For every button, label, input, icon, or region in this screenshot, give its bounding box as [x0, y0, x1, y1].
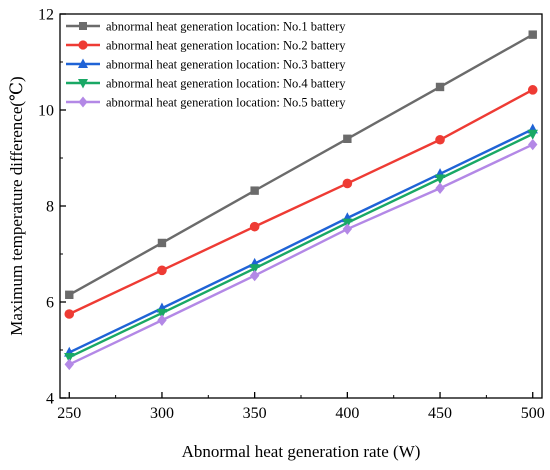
legend-item-1: abnormal heat generation location: No.1 …	[66, 20, 346, 34]
series-2	[64, 85, 538, 319]
legend-label: abnormal heat generation location: No.2 …	[106, 39, 346, 53]
data-point	[249, 269, 260, 282]
data-point	[342, 178, 353, 189]
data-point	[342, 223, 353, 235]
data-point	[157, 314, 167, 326]
series-layer	[64, 30, 538, 371]
legend-marker	[78, 40, 88, 50]
x-tick-label: 450	[428, 405, 452, 422]
data-point	[65, 290, 74, 299]
legend-marker	[78, 96, 88, 108]
data-point	[157, 238, 167, 248]
legend-label: abnormal heat generation location: No.1 …	[106, 20, 346, 34]
y-tick-label: 4	[46, 391, 54, 408]
data-point	[527, 85, 538, 95]
series-5	[64, 138, 538, 371]
legend-label: abnormal heat generation location: No.3 …	[106, 58, 346, 72]
data-point	[343, 134, 352, 143]
x-tick-label: 350	[243, 405, 267, 422]
x-tick-label: 400	[335, 405, 359, 422]
data-point	[250, 186, 259, 195]
x-tick-label: 500	[521, 405, 545, 422]
series-line	[68, 143, 534, 366]
series-line	[68, 128, 534, 354]
data-point	[64, 309, 75, 319]
y-tick-label: 8	[46, 199, 54, 216]
series-1	[65, 30, 537, 299]
y-axis-title: Maximum temperature difference(℃)	[7, 76, 26, 335]
legend-marker	[79, 22, 87, 30]
data-point	[434, 174, 446, 185]
data-point	[528, 138, 538, 151]
legend-item-4: abnormal heat generation location: No.4 …	[66, 77, 346, 91]
legend-marker	[78, 58, 88, 68]
legend-label: abnormal heat generation location: No.5 …	[106, 96, 346, 110]
y-tick-label: 6	[46, 295, 54, 312]
x-tick-label: 300	[150, 405, 174, 422]
series-4	[64, 129, 538, 363]
legend-label: abnormal heat generation location: No.4 …	[106, 77, 346, 91]
series-line	[68, 132, 534, 359]
y-tick-label: 10	[38, 103, 54, 120]
data-point	[435, 134, 445, 145]
data-point	[528, 30, 537, 39]
legend-item-5: abnormal heat generation location: No.5 …	[66, 96, 346, 110]
data-point	[157, 265, 167, 276]
series-line	[68, 88, 534, 316]
x-axis: 250 300 350 400 450 500	[57, 392, 545, 422]
series-3	[64, 123, 538, 357]
data-point	[64, 353, 75, 363]
y-tick-label: 12	[38, 7, 54, 24]
data-point	[249, 221, 260, 232]
data-point	[64, 358, 74, 371]
data-point	[527, 129, 538, 140]
series-line	[68, 33, 534, 296]
x-tick-label: 250	[57, 405, 81, 422]
y-axis: 4 6 8 10 12	[38, 7, 66, 408]
data-point	[435, 182, 445, 194]
legend-marker	[78, 79, 88, 89]
data-point	[435, 82, 445, 92]
legend-item-2: abnormal heat generation location: No.2 …	[66, 39, 346, 53]
legend: abnormal heat generation location: No.1 …	[66, 20, 346, 110]
legend-item-3: abnormal heat generation location: No.3 …	[66, 58, 346, 72]
data-point	[249, 264, 260, 275]
data-point	[156, 308, 168, 319]
x-axis-title: Abnormal heat generation rate (W)	[182, 442, 421, 461]
